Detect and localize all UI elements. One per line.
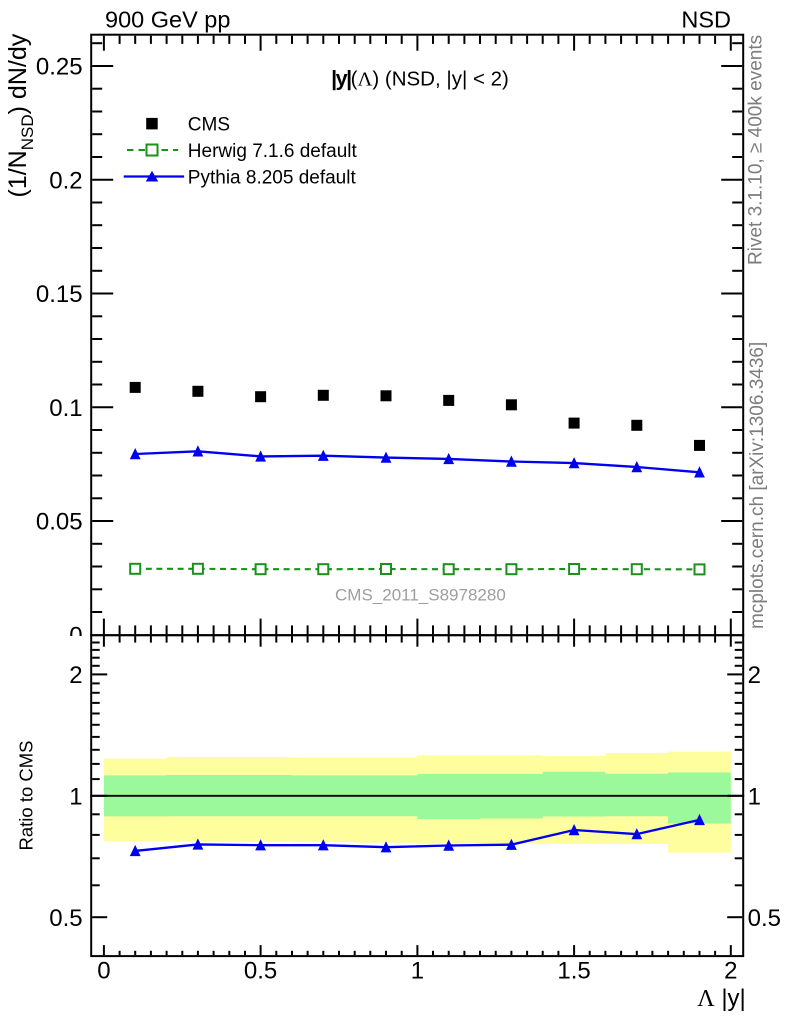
svg-text:0.05: 0.05	[36, 509, 83, 536]
svg-text:CMS: CMS	[188, 114, 230, 135]
svg-text:mcplots.cern.ch [arXiv:1306.34: mcplots.cern.ch [arXiv:1306.3436]	[747, 342, 768, 629]
svg-text:0: 0	[97, 957, 110, 984]
svg-text:2: 2	[69, 662, 82, 689]
svg-text:0.1: 0.1	[49, 395, 82, 422]
svg-text:2: 2	[724, 957, 737, 984]
svg-text:|y|(Λ) (NSD, |y| < 2): |y|(Λ) (NSD, |y| < 2)	[331, 67, 509, 91]
svg-text:Rivet 3.1.10, ≥ 400k events: Rivet 3.1.10, ≥ 400k events	[746, 35, 767, 265]
svg-text:0.25: 0.25	[36, 54, 83, 81]
svg-text:Herwig 7.1.6 default: Herwig 7.1.6 default	[188, 141, 358, 162]
svg-text:NSD: NSD	[681, 7, 731, 33]
svg-text:Ratio to CMS: Ratio to CMS	[16, 740, 37, 850]
svg-text:0.15: 0.15	[36, 281, 83, 308]
svg-text:0: 0	[69, 623, 82, 650]
svg-text:1: 1	[69, 784, 82, 811]
svg-text:1: 1	[411, 957, 424, 984]
svg-text:CMS_2011_S8978280: CMS_2011_S8978280	[335, 586, 506, 605]
svg-text:0.2: 0.2	[49, 167, 82, 194]
svg-text:(1/NNSD) dN/dy: (1/NNSD) dN/dy	[4, 33, 37, 197]
svg-text:900 GeV pp: 900 GeV pp	[105, 7, 230, 33]
svg-text:Pythia 8.205 default: Pythia 8.205 default	[188, 167, 357, 188]
svg-text:0.5: 0.5	[244, 957, 277, 984]
svg-text:1: 1	[748, 784, 761, 811]
svg-text:0.5: 0.5	[748, 905, 781, 932]
svg-text:0.5: 0.5	[49, 905, 82, 932]
svg-text:2: 2	[748, 662, 761, 689]
svg-text:Λ |y|: Λ |y|	[697, 985, 746, 1012]
svg-text:1.5: 1.5	[557, 957, 590, 984]
